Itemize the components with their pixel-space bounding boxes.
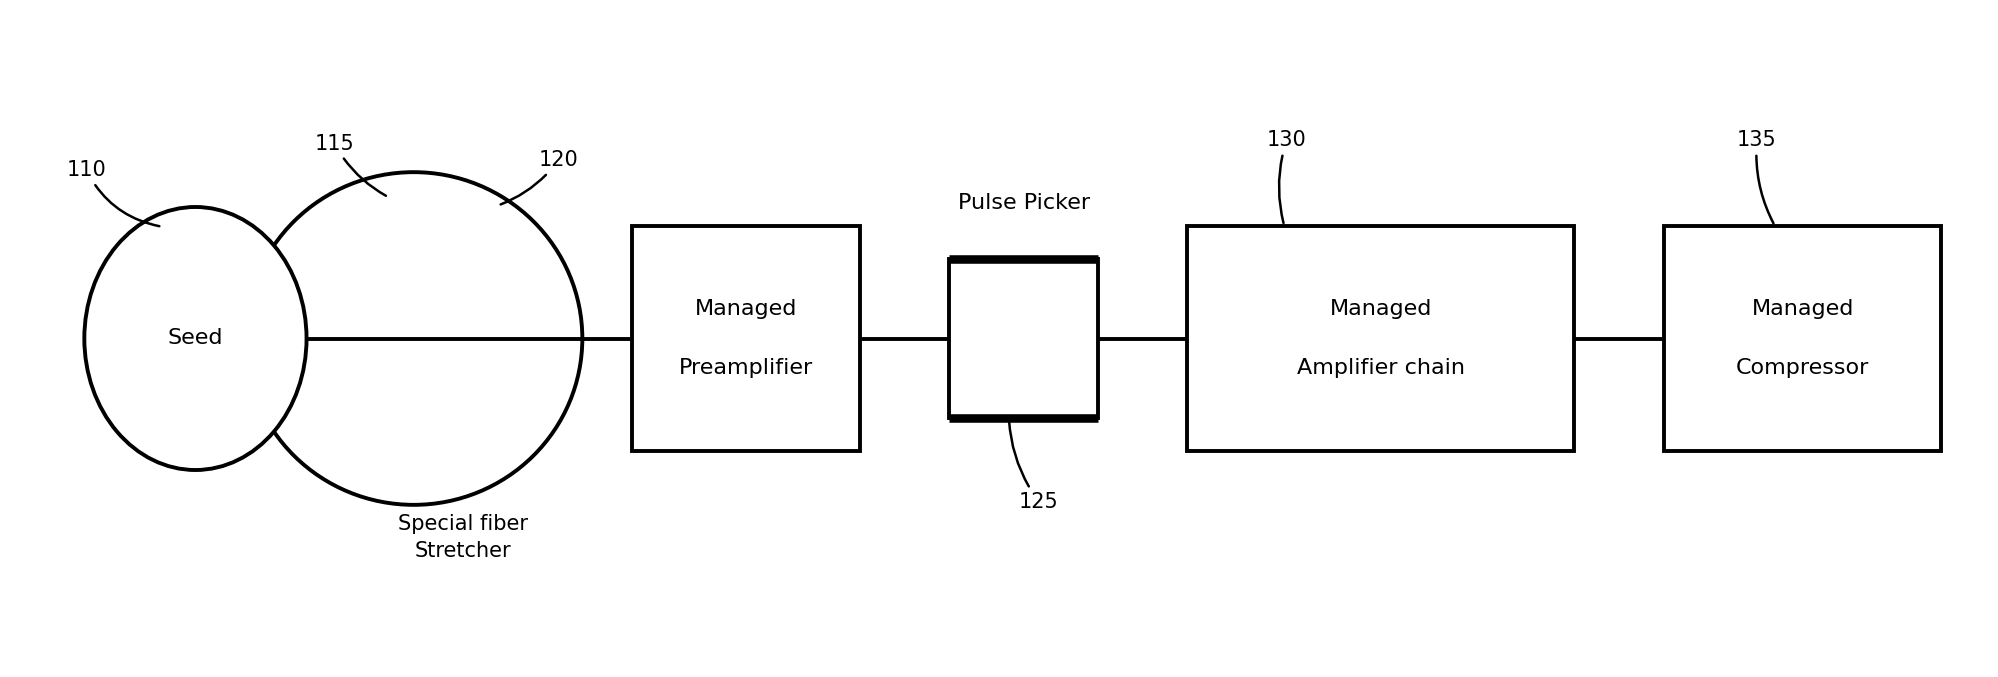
Text: Managed: Managed	[1752, 299, 1854, 319]
Text: Amplifier chain: Amplifier chain	[1297, 358, 1465, 378]
Text: Special fiber
Stretcher: Special fiber Stretcher	[398, 515, 527, 561]
Text: 115: 115	[314, 133, 386, 196]
Ellipse shape	[84, 207, 306, 470]
Text: Managed: Managed	[1331, 299, 1433, 319]
Text: 110: 110	[66, 160, 160, 226]
Bar	[1187, 225, 1574, 452]
Text: Pulse Picker: Pulse Picker	[957, 192, 1089, 213]
Text: 130: 130	[1267, 130, 1307, 223]
Text: Compressor: Compressor	[1736, 358, 1870, 378]
Text: 125: 125	[1009, 421, 1059, 512]
Text: Managed: Managed	[695, 299, 797, 319]
Bar	[631, 225, 859, 452]
Text: 120: 120	[501, 150, 579, 204]
Bar	[949, 259, 1099, 418]
Text: 135: 135	[1736, 130, 1776, 223]
Ellipse shape	[246, 172, 581, 505]
Text: Seed: Seed	[168, 328, 224, 349]
Bar	[1664, 225, 1942, 452]
Text: Preamplifier: Preamplifier	[679, 358, 813, 378]
